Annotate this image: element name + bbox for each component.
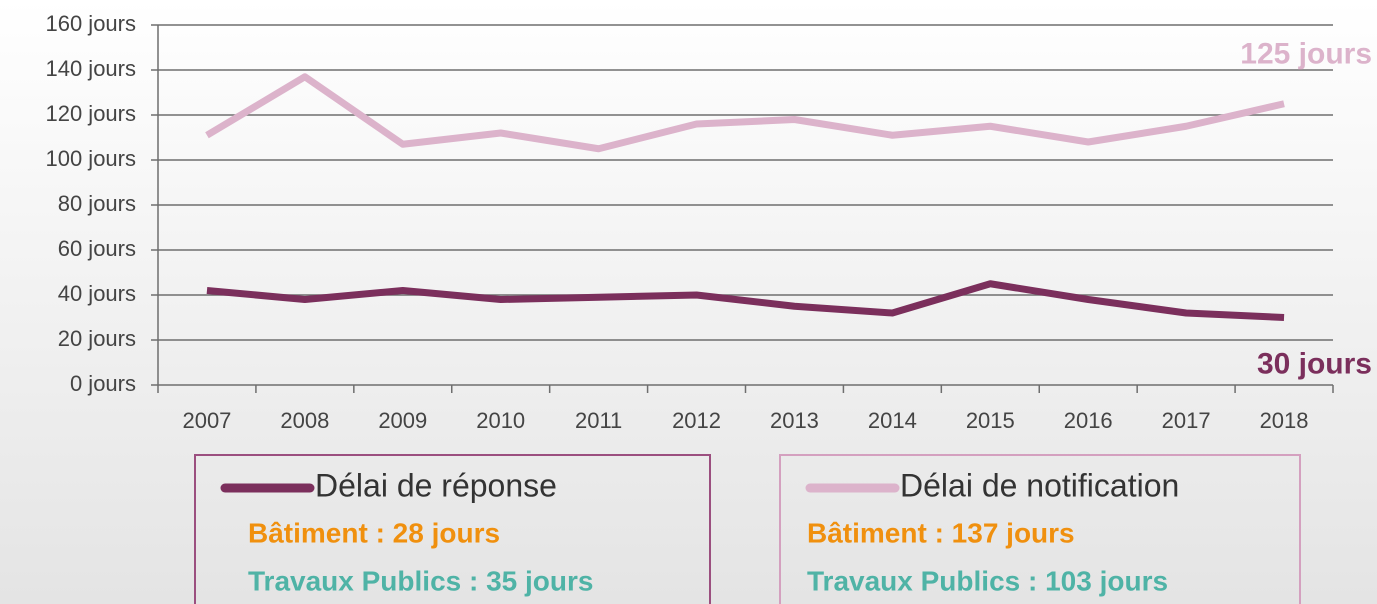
legend-box (779, 454, 1301, 604)
legend-note: Bâtiment : 28 jours (248, 517, 500, 548)
legend-box (194, 454, 711, 604)
y-tick-label: 60 jours (58, 236, 136, 261)
legend-label: Délai de réponse (315, 467, 557, 503)
x-tick-label: 2013 (770, 408, 819, 433)
end-label: 30 jours (1257, 347, 1372, 380)
x-tick-label: 2011 (575, 408, 622, 433)
legend-label: Délai de notification (900, 467, 1179, 503)
y-tick-label: 20 jours (58, 326, 136, 351)
y-tick-label: 120 jours (45, 101, 136, 126)
x-tick-label: 2007 (182, 408, 231, 433)
y-tick-label: 140 jours (45, 56, 136, 81)
y-tick-label: 0 jours (70, 371, 136, 396)
series-line (206, 280, 1285, 321)
x-tick-label: 2018 (1260, 408, 1309, 433)
y-tick-label: 80 jours (58, 191, 136, 216)
legend-note: Bâtiment : 137 jours (807, 517, 1075, 548)
x-tick-label: 2017 (1162, 408, 1211, 433)
y-tick-label: 40 jours (58, 281, 136, 306)
legend-note: Travaux Publics : 35 jours (248, 565, 593, 596)
x-tick-label: 2010 (476, 408, 525, 433)
y-tick-label: 160 jours (45, 11, 136, 36)
x-tick-label: 2009 (378, 408, 427, 433)
y-tick-label: 100 jours (45, 146, 136, 171)
x-tick-label: 2008 (280, 408, 329, 433)
x-tick-label: 2012 (672, 408, 721, 433)
series-line (205, 73, 1285, 153)
end-label: 125 jours (1240, 38, 1372, 71)
x-tick-label: 2015 (966, 408, 1015, 433)
x-tick-label: 2016 (1064, 408, 1113, 433)
x-tick-label: 2014 (868, 408, 917, 433)
legend-note: Travaux Publics : 103 jours (807, 565, 1168, 596)
